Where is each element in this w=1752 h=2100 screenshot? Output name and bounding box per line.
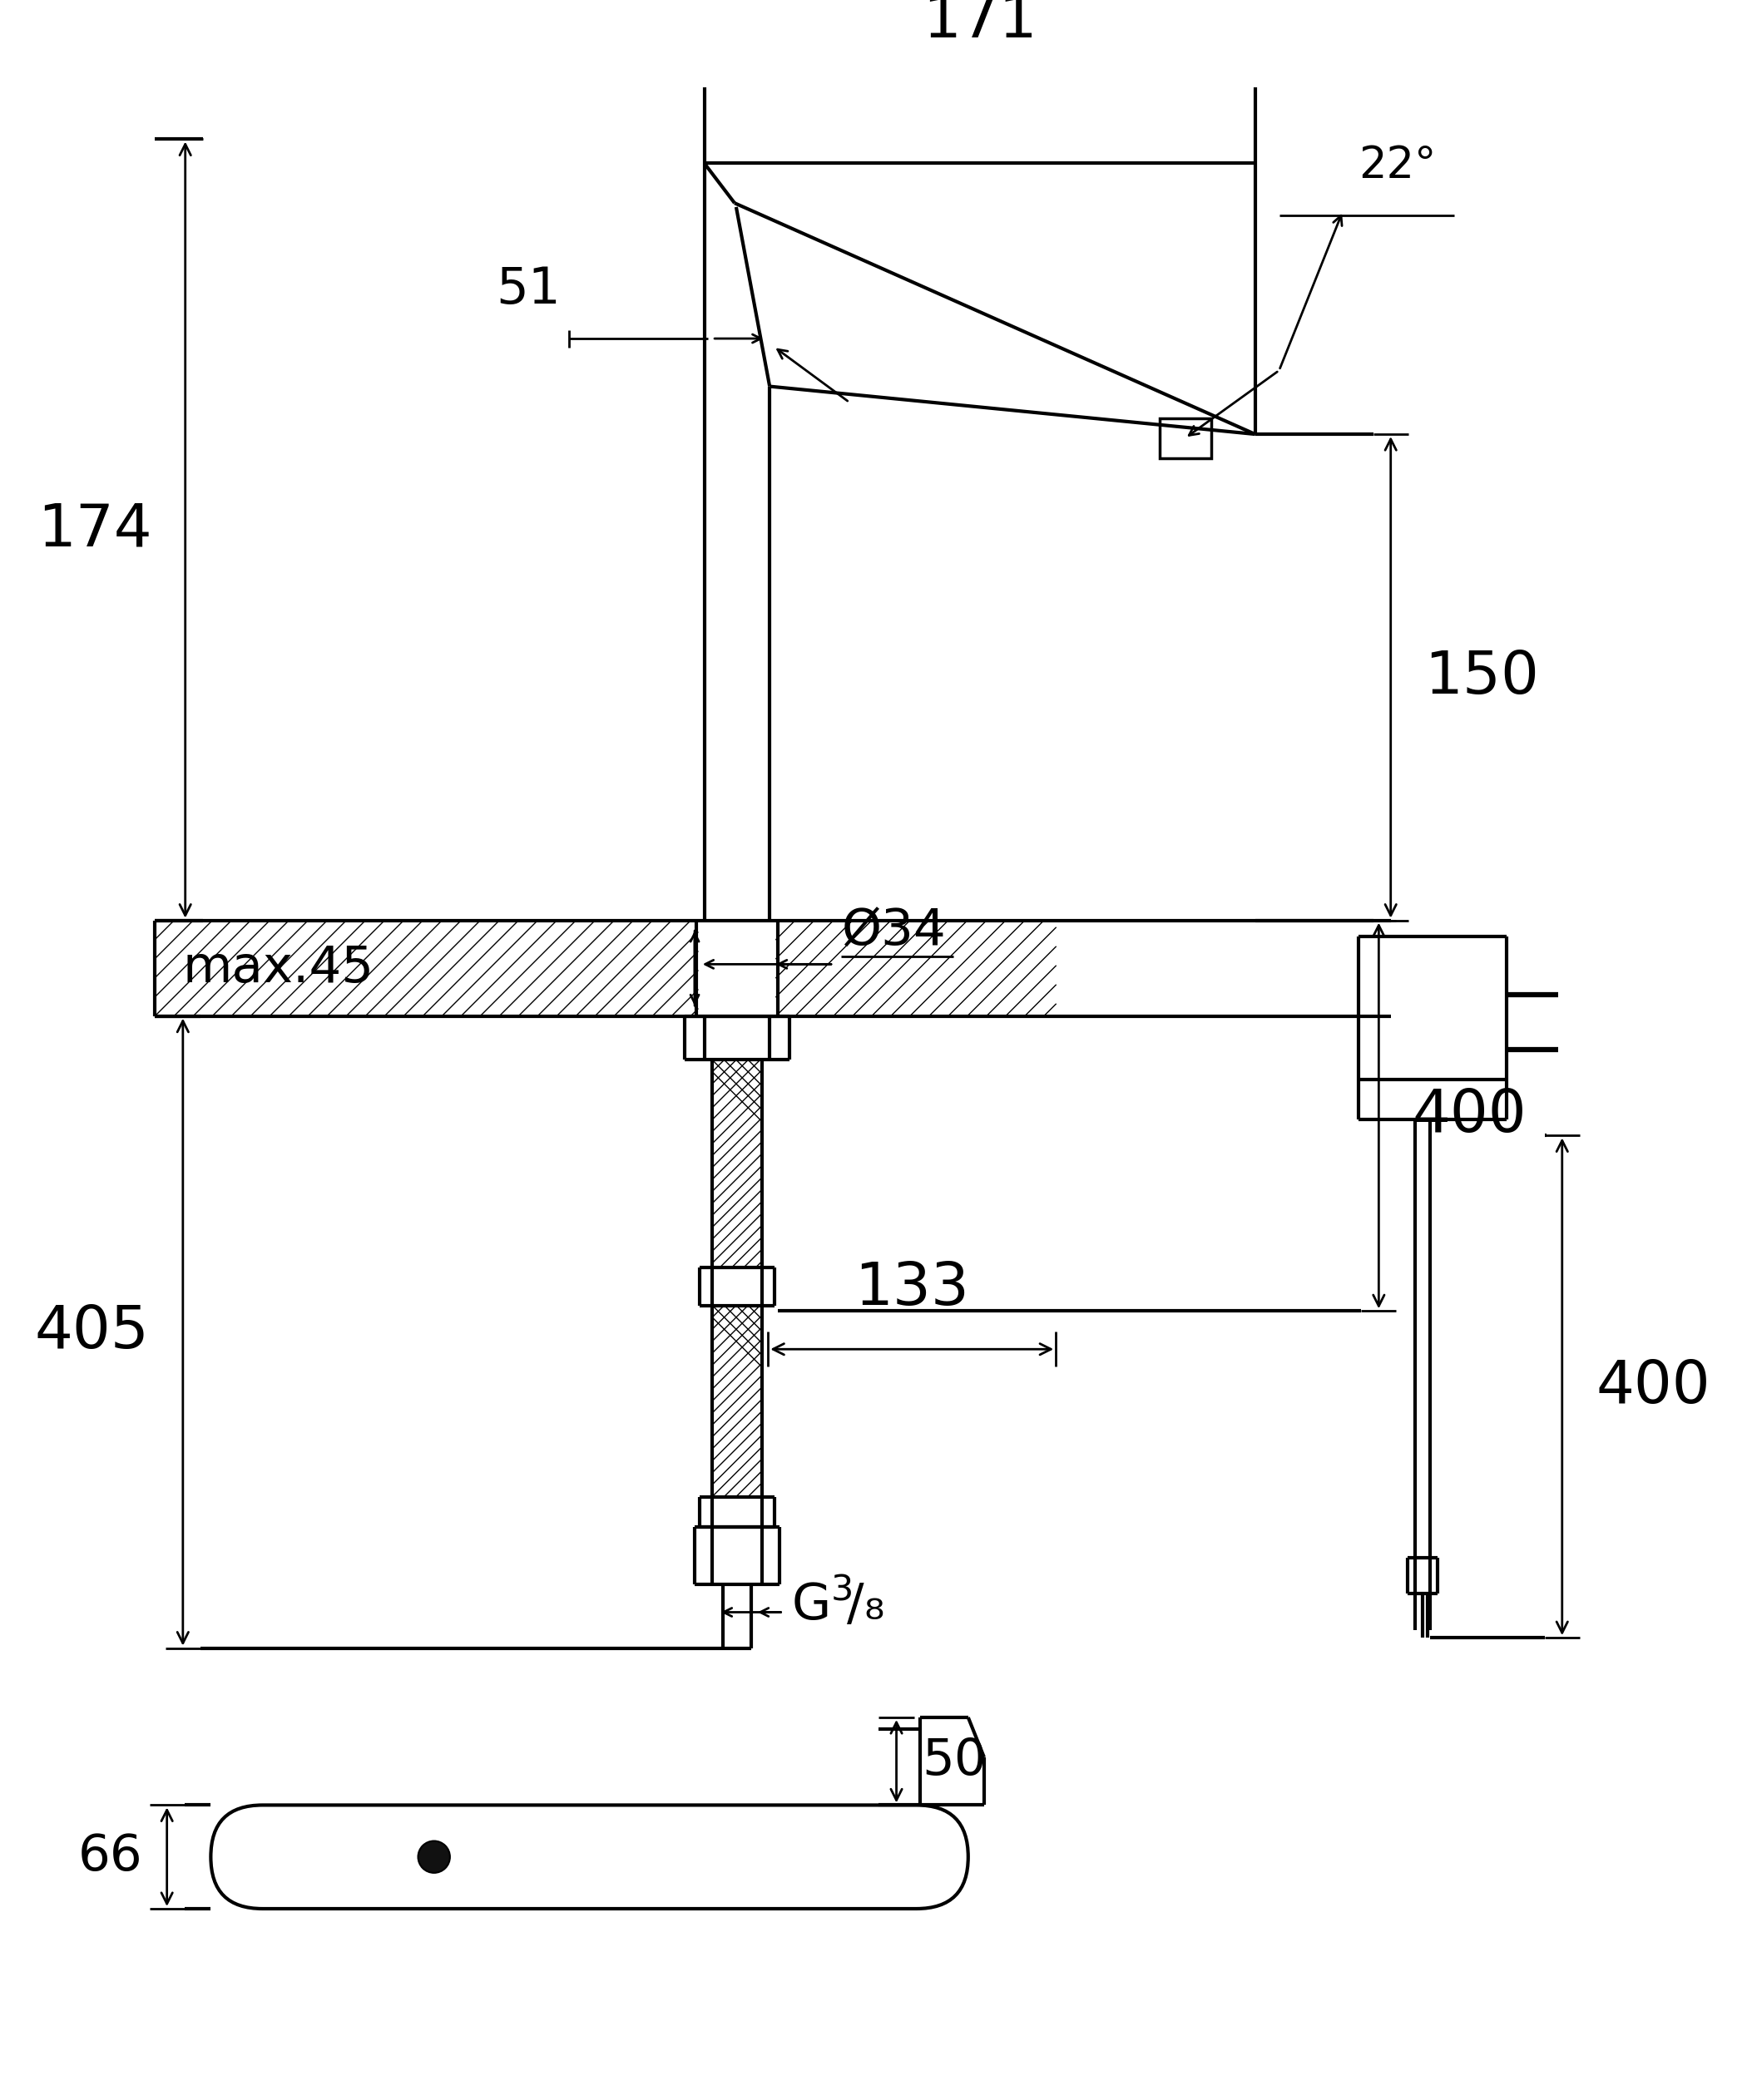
Text: 400: 400 — [1596, 1359, 1710, 1415]
Text: 51: 51 — [496, 265, 561, 315]
Bar — [1160, 418, 1211, 458]
Text: 174: 174 — [37, 502, 152, 559]
Text: 400: 400 — [1412, 1088, 1526, 1144]
Circle shape — [419, 1842, 450, 1873]
Text: 133: 133 — [855, 1260, 969, 1317]
Text: 66: 66 — [79, 1833, 144, 1882]
Text: Ø34: Ø34 — [841, 907, 946, 956]
Text: G$^3\!/$₈: G$^3\!/$₈ — [792, 1577, 885, 1632]
Text: 50: 50 — [922, 1737, 986, 1785]
Text: 22°: 22° — [1360, 145, 1437, 187]
Text: max.45: max.45 — [182, 943, 375, 993]
Text: 171: 171 — [923, 0, 1037, 50]
Text: 405: 405 — [35, 1304, 149, 1361]
Text: 150: 150 — [1424, 649, 1538, 706]
